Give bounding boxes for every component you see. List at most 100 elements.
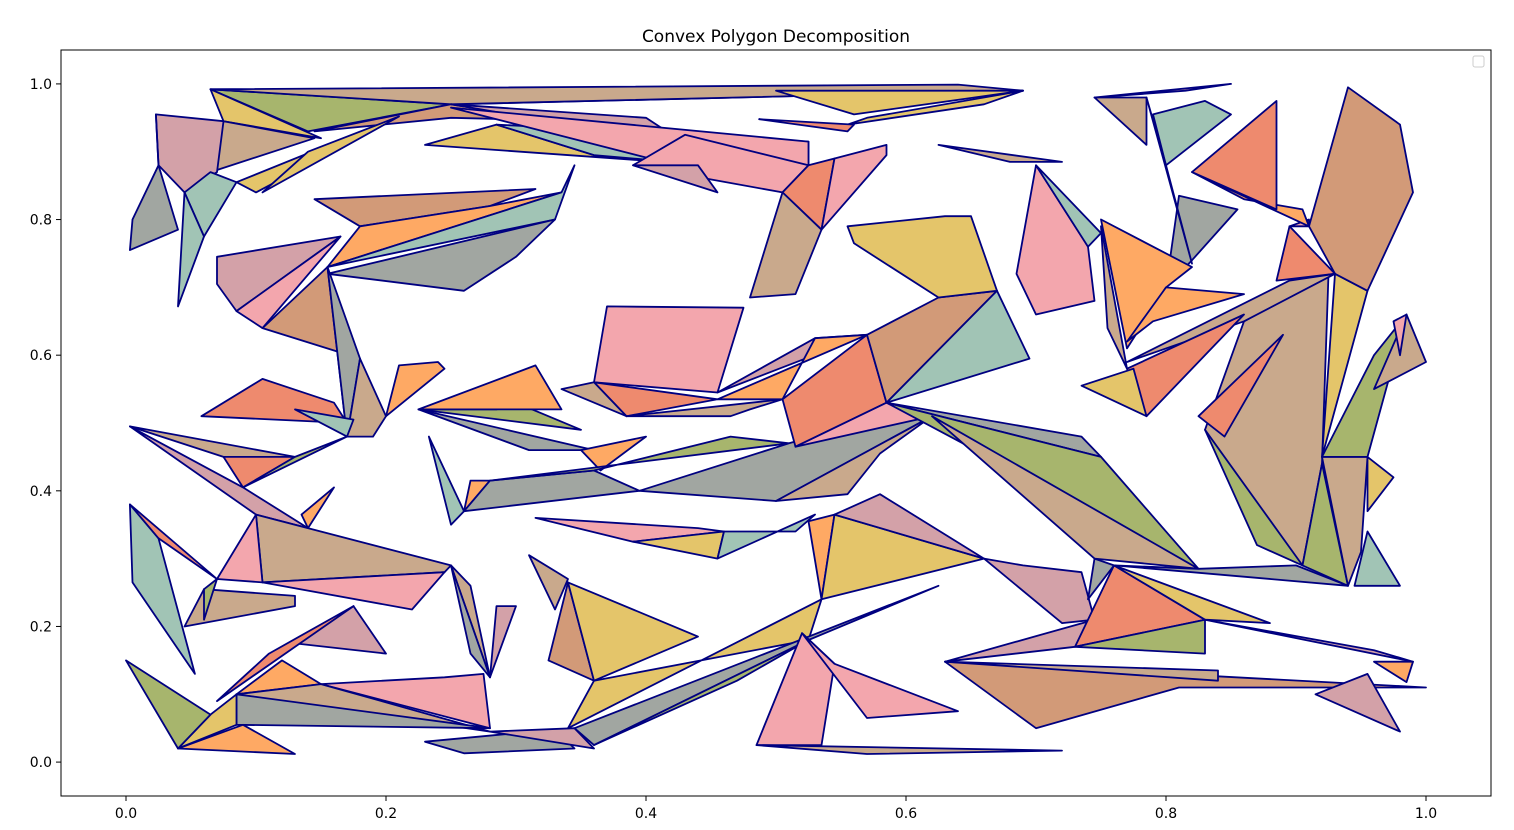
legend-box [1472,55,1485,68]
polygon-47 [463,469,641,513]
polygon-114 [1204,272,1330,567]
polygon-16 [632,164,719,194]
y-tick-label: 0.6 [30,348,52,364]
polygon-23 [749,191,823,299]
polygon-142 [1100,225,1128,370]
polygon-72 [183,588,296,628]
polygon-26 [326,164,576,268]
polygon-layer [125,83,1427,755]
x-tick-label: 0.8 [1155,806,1177,822]
polygon-22 [820,143,888,231]
x-axis: 0.0 0.2 0.4 0.6 0.8 1.0 [115,796,1437,822]
polygon-83 [216,605,355,702]
polygon-101 [755,744,1063,755]
polygon-35 [294,408,355,438]
polygon-85 [320,673,491,730]
polygon-78 [128,503,218,580]
polygon-132 [1145,96,1193,265]
polygon-124 [1308,86,1414,292]
polygon-95 [567,581,699,682]
polygon-18 [846,89,1024,126]
polygon-141 [1080,367,1148,418]
y-axis: 0.0 0.2 0.4 0.6 0.8 1.0 [30,77,61,771]
polygon-38 [242,435,348,489]
polygon-134 [937,143,1063,163]
polygon-43 [417,408,595,452]
polygon-45 [427,435,465,526]
polygon-6 [128,113,179,252]
polygon-40 [300,486,335,529]
polygon-50 [775,415,933,502]
chart-title: Convex Polygon Decomposition [642,27,910,47]
polygon-77 [128,503,196,675]
polygon-80 [489,605,517,679]
plot-frame [60,49,1492,797]
polygon-81 [450,564,491,679]
polygon-104 [944,618,1096,663]
polygon-32 [346,357,387,438]
polygon-48 [489,435,790,482]
polygon-133 [1093,83,1232,99]
polygon-125 [1275,225,1336,282]
polygon-17 [261,115,400,194]
polygon-106 [1074,618,1206,655]
polygon-71 [983,557,1096,624]
x-tick-label: 0.6 [895,806,917,822]
polygon-103 [944,660,1219,682]
polygon-90 [177,723,296,755]
polygon-108 [1204,618,1414,663]
x-tick-label: 0.0 [115,806,137,822]
polygon-70 [833,493,985,560]
x-tick-label: 0.2 [375,806,397,822]
polygon-89 [125,659,212,750]
polygon-67 [716,513,816,560]
polygon-51 [593,305,745,394]
polygon-98 [593,639,810,746]
x-tick-label: 0.4 [635,806,657,822]
polygon-131 [1093,96,1148,146]
polygon-122 [1392,313,1408,357]
y-tick-label: 0.8 [30,213,52,229]
polygon-102 [944,660,1427,730]
polygon-107 [1113,564,1271,624]
polygon-33 [385,361,446,418]
polygon-54 [625,398,784,418]
polygon-56 [716,333,868,401]
polygon-49 [638,415,933,502]
polygon-112 [1113,564,1349,587]
polygon-8 [177,191,205,308]
polygon-44 [580,435,647,472]
polygon-136 [1035,164,1102,248]
polygon-64 [931,415,1200,570]
y-tick-label: 0.0 [30,755,52,771]
polygon-27 [326,218,556,292]
y-tick-label: 1.0 [30,77,52,93]
polygon-19 [775,89,1024,116]
y-tick-label: 0.2 [30,619,52,635]
polygon-75 [216,513,264,584]
polygon-138 [1126,286,1245,343]
polygon-20 [758,118,855,133]
polygon-110 [1314,673,1401,733]
polygon-76 [261,571,446,611]
polygon-109 [1373,660,1414,683]
polygon-128 [1191,100,1278,211]
polygon-99 [755,632,836,746]
y-tick-label: 0.4 [30,484,52,500]
x-tick-label: 1.0 [1415,806,1437,822]
polygon-29 [235,235,342,330]
polygon-92 [489,727,595,750]
polygon-118 [1353,530,1401,587]
polygon-93 [528,554,569,611]
polygon-60 [846,215,998,299]
polygon-73 [203,578,218,621]
polygon-115 [1197,333,1284,438]
polygon-53 [560,381,628,418]
polygon-59 [885,289,1031,404]
polygon-42 [417,364,563,411]
polygon-39 [128,425,309,529]
polygon-119 [1366,455,1395,513]
polygon-74 [255,513,452,584]
polygon-111 [1087,557,1115,601]
